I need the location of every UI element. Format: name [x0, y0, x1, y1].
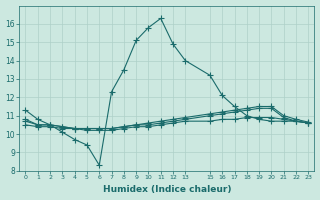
- X-axis label: Humidex (Indice chaleur): Humidex (Indice chaleur): [103, 185, 231, 194]
